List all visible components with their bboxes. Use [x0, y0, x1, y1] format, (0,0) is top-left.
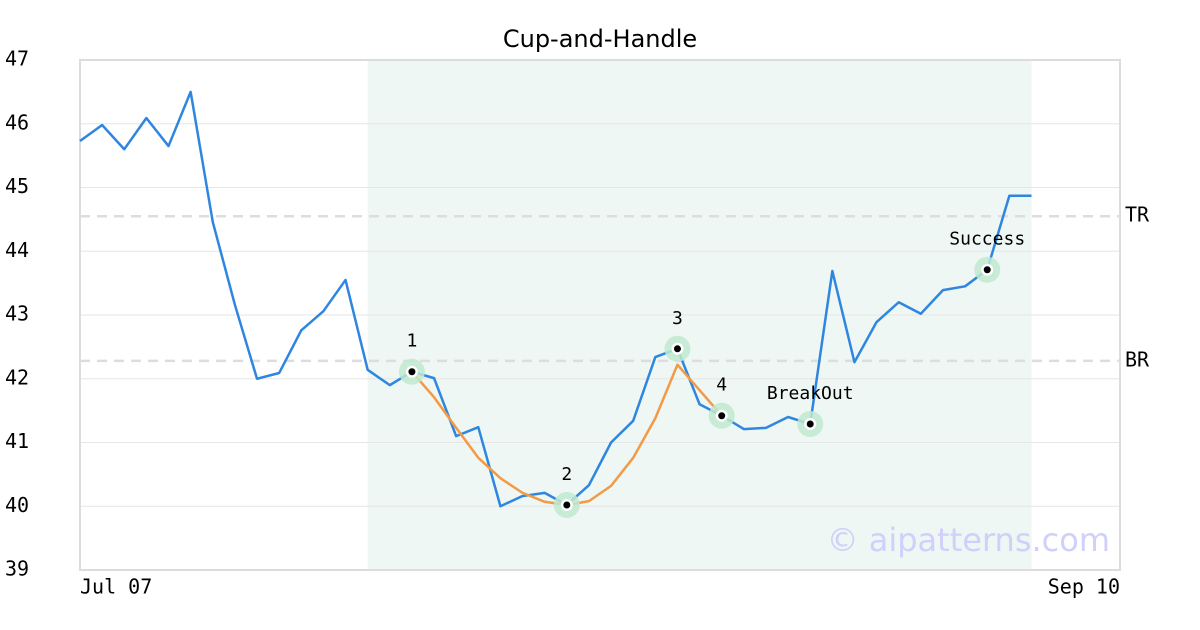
point-dot — [806, 420, 814, 428]
point-label: Success — [949, 229, 1025, 250]
y-tick-label: 43 — [5, 302, 29, 326]
plot-frame — [79, 59, 1121, 571]
y-tick-label: 41 — [5, 429, 29, 453]
point-label: 4 — [716, 375, 727, 396]
y-tick-label: 46 — [5, 110, 29, 134]
point-label: 2 — [561, 464, 572, 485]
x-tick-label: Jul 07 — [80, 575, 152, 599]
point-dot — [408, 368, 416, 376]
chart-title: Cup-and-Handle — [503, 25, 697, 53]
point-dot — [983, 266, 991, 274]
y-tick-label: 42 — [5, 365, 29, 389]
y-tick-label: 40 — [5, 493, 29, 517]
point-label: 3 — [672, 308, 683, 329]
point-label: BreakOut — [767, 383, 854, 404]
point-label: 1 — [406, 331, 417, 352]
y-tick-label: 44 — [5, 238, 29, 262]
y-tick-label: 39 — [5, 557, 29, 581]
point-dot — [718, 412, 726, 420]
x-tick-label: Sep 10 — [1048, 575, 1120, 599]
point-dot — [673, 345, 681, 353]
y-tick-label: 47 — [5, 47, 29, 71]
level-label: TR — [1125, 203, 1150, 227]
level-label: BR — [1125, 347, 1150, 371]
watermark: © aipatterns.com — [827, 521, 1110, 559]
point-dot — [563, 501, 571, 509]
y-tick-label: 45 — [5, 174, 29, 198]
